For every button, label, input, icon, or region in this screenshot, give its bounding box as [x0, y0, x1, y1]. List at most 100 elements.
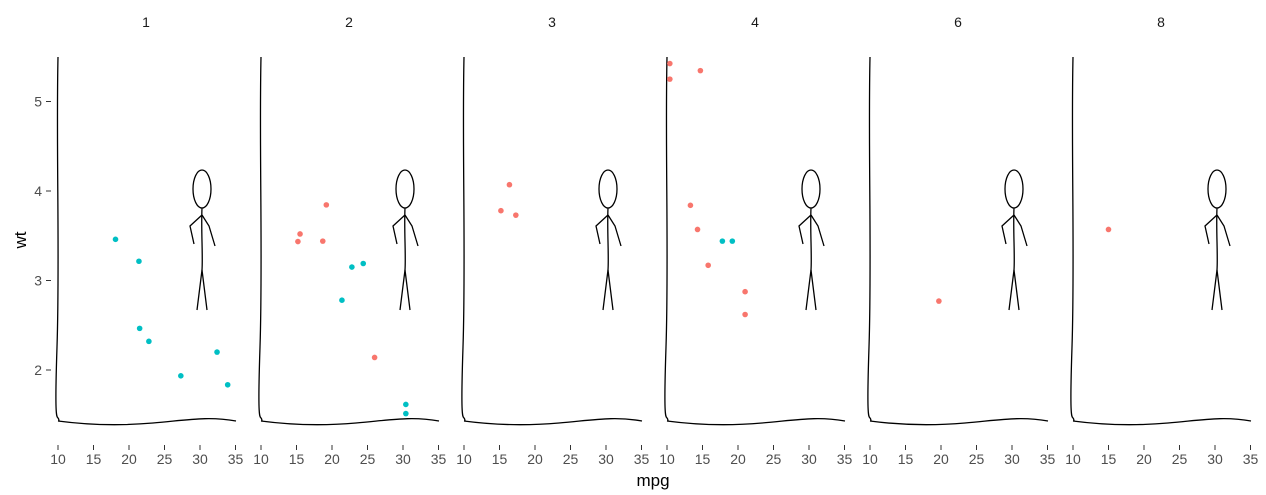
stick-figure-right-arm	[201, 214, 216, 247]
x-tick-label: 10	[659, 451, 675, 467]
stick-figure-head	[1207, 169, 1227, 209]
stick-figure-head	[801, 169, 821, 209]
data-point	[178, 373, 184, 379]
x-tick-label: 10	[50, 451, 66, 467]
x-tick-label: 35	[837, 451, 853, 467]
y-tick-label: 5	[34, 94, 42, 110]
facet-strip-label: 8	[1157, 14, 1165, 30]
facet-panel: 1 10 15 20 25 30 35	[50, 14, 243, 467]
facet-strip-label: 4	[751, 14, 759, 30]
data-point	[371, 354, 378, 361]
y-axis-line	[664, 56, 669, 422]
x-axis-line	[463, 418, 643, 426]
data-point	[667, 60, 673, 67]
stick-figure	[798, 169, 825, 311]
stick-figure-left-arm	[798, 214, 812, 245]
stick-figure-left-leg	[602, 269, 609, 311]
x-tick-label: 35	[1040, 451, 1056, 467]
stick-figure	[595, 169, 622, 311]
x-axis-line	[869, 418, 1049, 426]
x-tick-label: 35	[1243, 451, 1259, 467]
data-point	[136, 258, 142, 265]
data-point	[667, 76, 673, 82]
data-point	[513, 212, 519, 218]
facet-strip-label: 3	[548, 14, 556, 30]
stick-figure-head	[395, 169, 415, 209]
data-point	[719, 238, 726, 244]
stick-figure	[189, 169, 216, 311]
stick-figure-right-leg	[607, 269, 614, 311]
x-tick-label: 20	[730, 451, 746, 467]
x-tick-label: 15	[695, 451, 711, 467]
x-tick-label: 30	[598, 451, 614, 467]
y-tick-label: 2	[34, 362, 42, 378]
facet-panel: 4 10 15 20 25 30 35	[659, 14, 852, 467]
stick-figure-left-arm	[189, 214, 203, 245]
x-tick-label: 15	[898, 451, 914, 467]
x-tick-label: 30	[1004, 451, 1020, 467]
x-tick-label: 20	[933, 451, 949, 467]
x-tick-label: 35	[431, 451, 447, 467]
x-tick-label: 35	[634, 451, 650, 467]
x-tick-label: 10	[253, 451, 269, 467]
data-point	[214, 349, 220, 355]
stick-figure-right-leg	[810, 269, 817, 311]
data-point	[349, 264, 355, 270]
data-point	[694, 226, 701, 233]
y-axis-line	[867, 56, 872, 422]
y-axis-line	[55, 56, 60, 422]
facet-strip-label: 1	[142, 14, 150, 30]
data-point	[297, 231, 303, 237]
facet-strip-label: 6	[954, 14, 962, 30]
data-point	[1105, 226, 1112, 233]
stick-figure-right-leg	[404, 269, 411, 311]
data-point	[936, 298, 942, 304]
x-tick-label: 35	[228, 451, 244, 467]
x-tick-label: 30	[395, 451, 411, 467]
x-tick-label: 25	[1172, 451, 1188, 467]
facet-panel: 3 10 15 20 25 30 35	[456, 14, 649, 467]
y-axis-line	[461, 56, 466, 422]
data-point	[403, 410, 409, 417]
data-point	[705, 262, 711, 269]
data-point	[697, 67, 704, 74]
x-axis-line	[666, 418, 846, 426]
x-tick-label: 15	[1101, 451, 1117, 467]
x-tick-label: 10	[456, 451, 472, 467]
x-tick-label: 20	[1136, 451, 1152, 467]
stick-figure-body	[404, 207, 406, 271]
data-point	[136, 325, 143, 332]
stick-figure-right-leg	[1013, 269, 1020, 311]
x-axis-line	[260, 418, 440, 426]
stick-figure-left-arm	[1001, 214, 1015, 245]
stick-figure	[392, 169, 419, 311]
y-axis-line	[258, 56, 263, 422]
data-point	[742, 288, 748, 295]
x-tick-label: 10	[1065, 451, 1081, 467]
x-tick-label: 15	[86, 451, 102, 467]
x-tick-label: 20	[527, 451, 543, 467]
x-tick-label: 25	[766, 451, 782, 467]
x-tick-label: 15	[289, 451, 305, 467]
stick-figure-body	[810, 207, 812, 271]
x-tick-label: 25	[563, 451, 579, 467]
facet-panel: 6 10 15 20 25 30 35	[862, 14, 1055, 467]
stick-figure-left-leg	[1211, 269, 1218, 311]
x-axis-title: mpg	[636, 471, 669, 490]
y-axis-title: wt	[11, 231, 30, 249]
data-point	[742, 311, 748, 318]
stick-figure-left-leg	[1008, 269, 1015, 311]
data-point	[506, 181, 513, 188]
x-tick-label: 30	[192, 451, 208, 467]
x-tick-label: 25	[360, 451, 376, 467]
y-tick-label: 3	[34, 273, 42, 289]
x-tick-label: 20	[324, 451, 340, 467]
data-point	[295, 238, 301, 245]
stick-figure-right-arm	[607, 214, 622, 247]
x-tick-label: 30	[801, 451, 817, 467]
data-point	[687, 202, 694, 209]
x-tick-label: 10	[862, 451, 878, 467]
stick-figure-left-arm	[1204, 214, 1218, 245]
stick-figure-head	[1004, 169, 1024, 209]
x-tick-label: 15	[492, 451, 508, 467]
